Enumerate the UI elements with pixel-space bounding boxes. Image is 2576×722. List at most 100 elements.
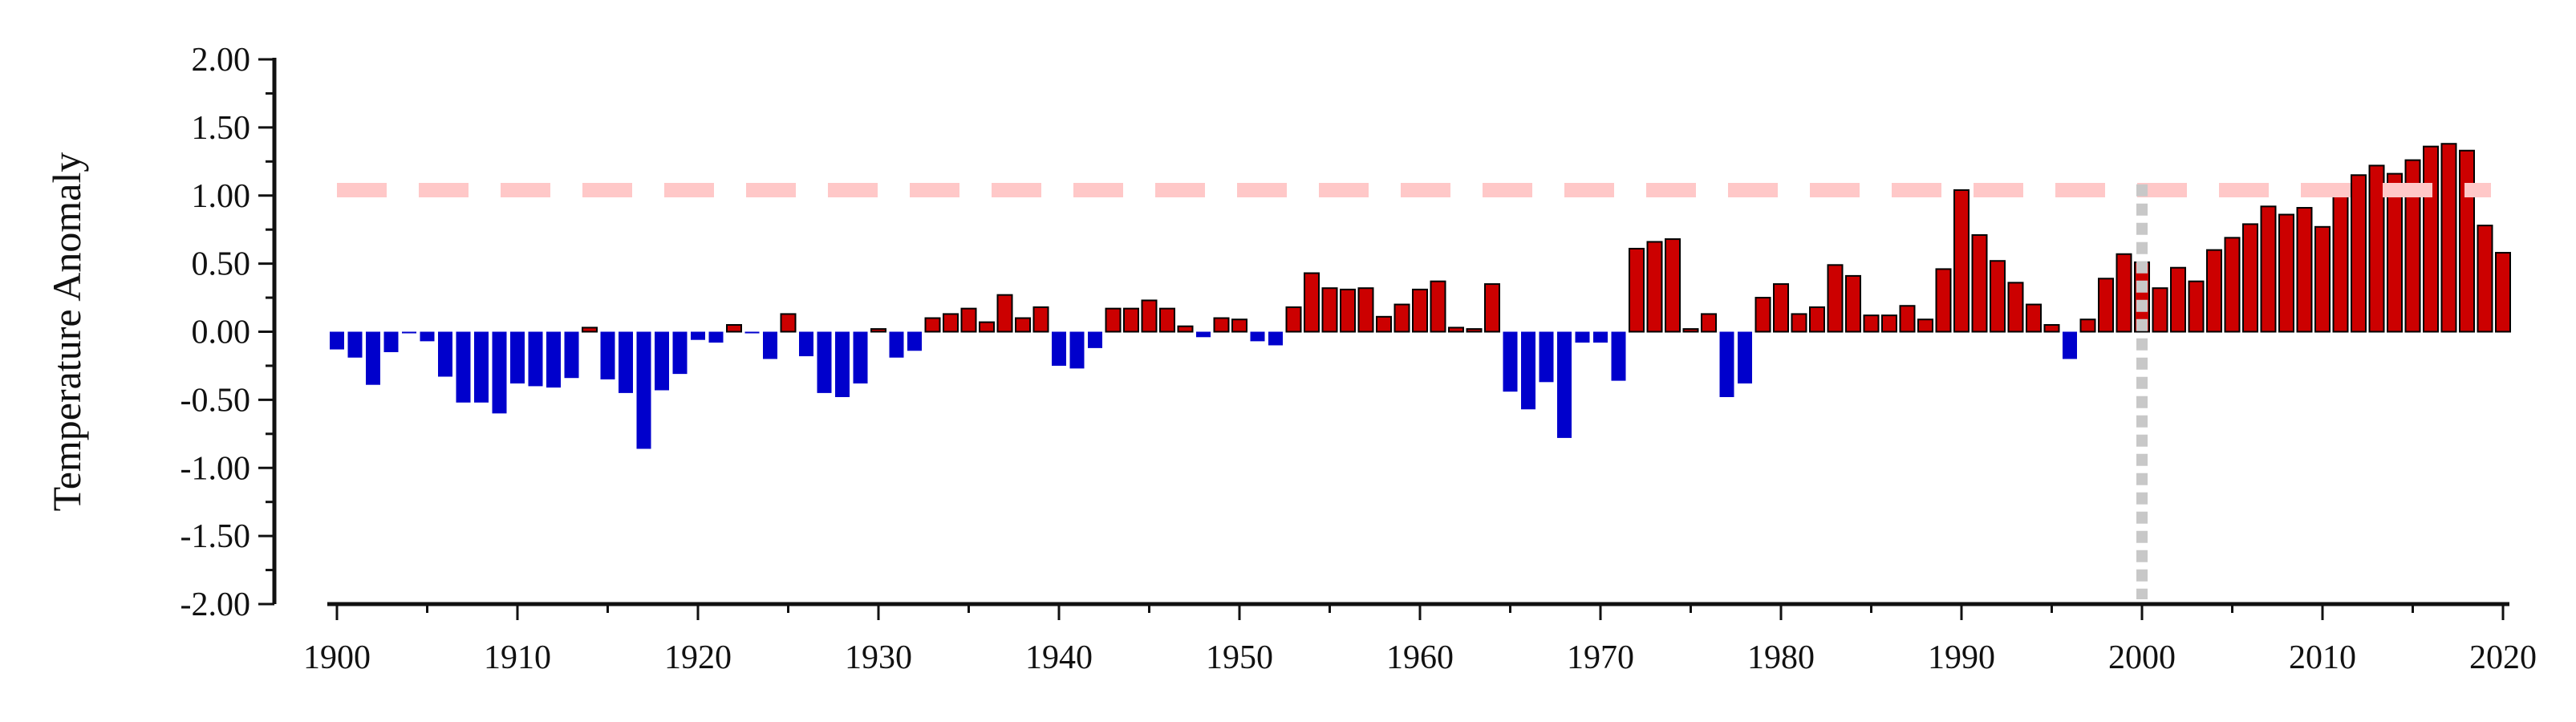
bar-2020 <box>2495 252 2511 333</box>
x-tick-label: 1980 <box>1747 639 1815 676</box>
bar-1975 <box>1682 328 1699 333</box>
bar-1998 <box>2098 278 2114 333</box>
reference-lines <box>337 182 2491 599</box>
bar-1925 <box>780 313 797 333</box>
x-tick-label: 1940 <box>1025 639 1093 676</box>
bar-1953 <box>1285 306 1302 333</box>
bar-1994 <box>2026 303 2042 333</box>
y-tick-label: -0.50 <box>181 382 251 419</box>
bar-1936 <box>979 321 995 333</box>
bar-2004 <box>2206 249 2222 333</box>
bar-1916 <box>619 331 633 393</box>
bar-1989 <box>1935 268 1952 333</box>
bar-1938 <box>1015 317 1031 333</box>
bar-1918 <box>655 331 669 391</box>
bar-1924 <box>763 331 777 359</box>
bar-1988 <box>1917 318 1933 333</box>
bar-1922 <box>726 324 742 333</box>
bar-1980 <box>1773 283 1789 333</box>
x-tick-label: 2020 <box>2469 639 2537 676</box>
bar-1997 <box>2079 318 2096 333</box>
bar-1958 <box>1376 315 1392 333</box>
bar-1917 <box>636 331 651 449</box>
bar-1914 <box>582 327 598 333</box>
bar-1911 <box>528 331 543 387</box>
bar-1935 <box>960 307 977 333</box>
bar-1963 <box>1466 328 1483 333</box>
bar-1915 <box>600 331 615 379</box>
y-tick-label: 1.50 <box>192 110 251 147</box>
bar-1909 <box>492 331 507 414</box>
bar-1944 <box>1123 307 1139 333</box>
x-tick-label: 1930 <box>845 639 912 676</box>
bar-1962 <box>1448 327 1464 333</box>
bars <box>330 143 2511 449</box>
bar-2001 <box>2152 287 2168 333</box>
bar-1932 <box>907 331 922 351</box>
bar-1968 <box>1557 331 1572 438</box>
bar-1967 <box>1539 331 1554 383</box>
x-tick-label: 2010 <box>2289 639 2356 676</box>
bar-1931 <box>889 331 904 358</box>
bar-1976 <box>1701 313 1717 333</box>
y-tick-label: -1.50 <box>181 518 251 555</box>
x-tick-label: 2000 <box>2108 639 2176 676</box>
bar-1964 <box>1484 283 1500 333</box>
bar-1906 <box>438 331 452 377</box>
bar-2011 <box>2332 188 2349 333</box>
bar-1970 <box>1593 331 1608 343</box>
bar-1920 <box>691 331 705 340</box>
bar-1987 <box>1899 305 1916 333</box>
bar-2008 <box>2278 213 2294 333</box>
bar-1996 <box>2063 331 2077 359</box>
bar-1993 <box>2007 282 2024 333</box>
bar-1928 <box>835 331 850 397</box>
bar-1990 <box>1953 189 1970 333</box>
bar-1929 <box>853 331 868 384</box>
bar-1971 <box>1611 331 1626 381</box>
bar-2017 <box>2440 143 2457 333</box>
bar-1965 <box>1503 331 1518 392</box>
y-axis: 2.00 1.50 1.00 0.50 0.00 -0.50 -1.00 -1.50 -2.00 <box>181 42 277 623</box>
bar-1919 <box>672 331 688 375</box>
bar-1943 <box>1105 307 1122 333</box>
bar-2014 <box>2387 172 2403 333</box>
y-tick-label: -2.00 <box>181 586 251 623</box>
bar-1923 <box>744 331 760 334</box>
bar-1941 <box>1069 331 1085 369</box>
bar-1972 <box>1629 247 1645 333</box>
bar-1992 <box>1990 260 2006 333</box>
bar-1986 <box>1881 314 1897 333</box>
bar-1908 <box>474 331 489 403</box>
bar-2016 <box>2423 145 2439 333</box>
bar-2015 <box>2404 159 2421 333</box>
bar-1948 <box>1196 331 1211 338</box>
bar-1930 <box>870 328 886 333</box>
bar-1959 <box>1393 303 1410 333</box>
bar-1912 <box>546 331 561 388</box>
bar-1905 <box>420 331 435 342</box>
bar-2019 <box>2477 225 2493 333</box>
bar-1937 <box>996 294 1013 333</box>
bar-1926 <box>799 331 813 357</box>
bar-1952 <box>1268 331 1283 346</box>
bar-1982 <box>1809 306 1825 333</box>
bar-1974 <box>1665 238 1681 333</box>
y-tick-label: 1.00 <box>192 178 251 215</box>
bar-1934 <box>943 313 959 333</box>
bar-2012 <box>2351 174 2367 333</box>
bar-2018 <box>2459 149 2475 333</box>
bar-1973 <box>1646 241 1663 333</box>
y-tick-label: 0.50 <box>192 246 251 283</box>
y-tick-label: 0.00 <box>192 314 251 351</box>
x-tick-label: 1970 <box>1567 639 1634 676</box>
bar-2006 <box>2242 223 2258 333</box>
bar-1954 <box>1304 272 1320 333</box>
bar-1977 <box>1719 331 1734 397</box>
bar-1979 <box>1755 297 1771 333</box>
bar-2013 <box>2368 164 2385 333</box>
bar-1945 <box>1141 299 1158 333</box>
bar-2007 <box>2260 205 2277 333</box>
bar-1903 <box>383 331 399 352</box>
bar-1984 <box>1845 274 1861 333</box>
